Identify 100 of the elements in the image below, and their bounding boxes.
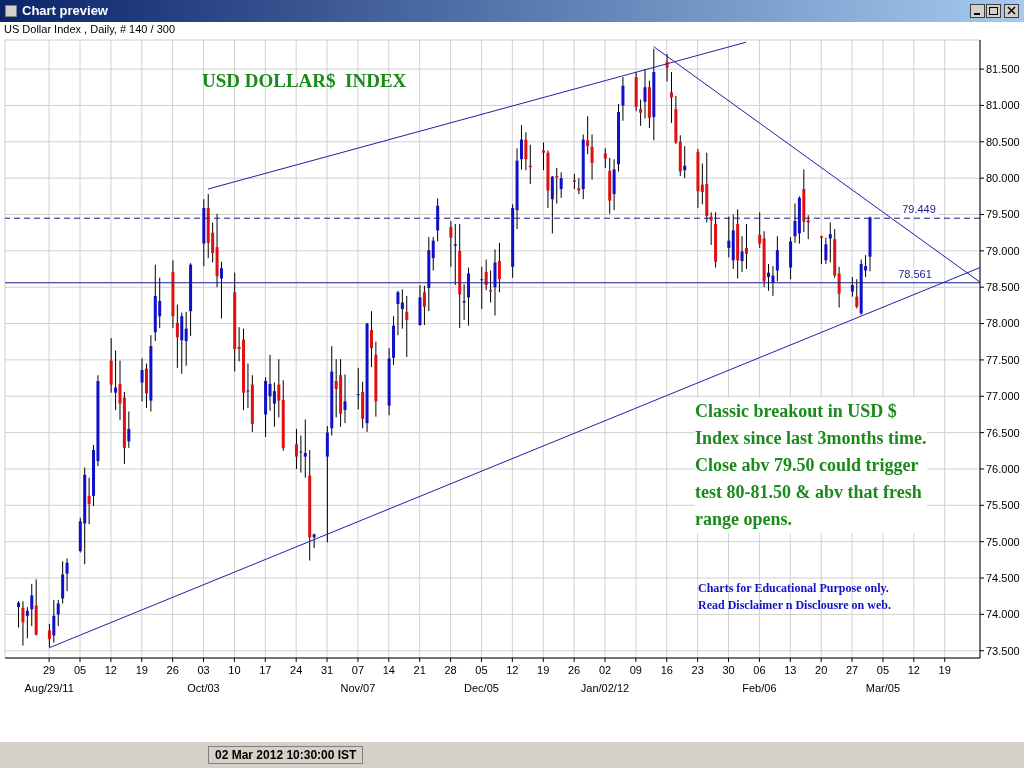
x-tick-label: 27 (845, 664, 859, 676)
x-tick-label: 07 Nov/07 (340, 664, 376, 694)
y-tick-label: 78.500 (986, 281, 1020, 294)
y-tick-label: 79.000 (986, 244, 1020, 257)
candlestick (824, 237, 828, 265)
x-tick-label: 05 (73, 664, 87, 676)
candlestick (140, 357, 144, 402)
x-tick-label: 05 Mar/05 (865, 664, 901, 694)
x-tick-label: 06 Feb/06 (742, 664, 777, 694)
candlestick (87, 477, 91, 525)
y-tick-label: 80.500 (986, 135, 1020, 148)
candlestick (184, 311, 188, 367)
x-tick-label: 12 (907, 664, 920, 676)
candlestick (312, 533, 316, 549)
candlestick (467, 267, 471, 327)
annotation: Charts for Educational Purpose only. Read Disclaimer n Disclousre on web. (698, 580, 891, 614)
candlestick (775, 235, 779, 282)
x-tick-label: 31 (320, 664, 334, 676)
candlestick (480, 266, 484, 310)
y-tick-label: 74.000 (986, 608, 1020, 621)
candlestick (621, 76, 625, 122)
candlestick (603, 147, 607, 169)
candlestick (828, 221, 832, 263)
candlestick (109, 337, 113, 394)
candlestick (669, 71, 673, 124)
y-tick-label: 78.000 (986, 317, 1020, 330)
y-tick-label: 75.500 (986, 499, 1020, 512)
chart-subtitle: US Dollar Index , Daily, # 140 / 300 (4, 23, 175, 35)
candlestick (643, 68, 647, 120)
candlestick (294, 428, 298, 470)
x-tick-label: 02 Jan/02/12 (580, 664, 630, 694)
x-tick-label: 19 (537, 664, 550, 676)
candlestick (767, 263, 771, 292)
text: Chart preview (22, 3, 108, 18)
candlestick (61, 560, 65, 604)
y-tick-label: 79.500 (986, 208, 1020, 221)
ref-line-label: 79.449 (902, 203, 936, 216)
candlestick (299, 435, 303, 474)
y-tick-label: 74.500 (986, 571, 1020, 584)
candlestick (855, 278, 859, 309)
candlestick (396, 290, 400, 336)
candlestick (175, 304, 179, 369)
candlestick (850, 276, 854, 298)
candlestick (497, 242, 501, 293)
candlestick (484, 259, 488, 291)
candlestick (268, 354, 272, 412)
candlestick (114, 349, 118, 411)
candlestick (449, 220, 453, 268)
y-tick-label: 76.000 (986, 462, 1020, 475)
y-tick-label: 80.000 (986, 172, 1020, 185)
y-tick-label: 77.000 (986, 390, 1020, 403)
candlestick (405, 295, 409, 358)
candlestick (65, 557, 69, 592)
candlestick (356, 367, 360, 410)
candlestick (246, 363, 250, 409)
candlestick (727, 216, 731, 258)
x-tick-label: 28 (444, 664, 457, 676)
candlestick (127, 411, 131, 449)
x-tick-label: 30 (722, 664, 735, 676)
candlestick (30, 583, 34, 627)
x-tick-label: 29 Aug/29/11 (24, 664, 74, 694)
x-tick-label: 05 Dec/05 (464, 664, 499, 694)
candlestick (47, 623, 51, 648)
candlestick (519, 124, 523, 170)
candlestick (52, 599, 56, 644)
candlestick (17, 600, 21, 628)
text: USD DOLLAR$ INDEX (202, 70, 407, 92)
candlestick (325, 425, 329, 543)
text: 02 Mar 2012 10:30:00 IST (208, 746, 364, 764)
x-tick-label: 14 (382, 664, 395, 676)
candlestick (343, 373, 347, 424)
candlestick (56, 599, 60, 627)
candlestick (431, 236, 435, 271)
candlestick (740, 235, 744, 273)
x-tick-label: 09 (629, 664, 643, 676)
candlestick (683, 145, 687, 179)
candlestick (550, 175, 554, 234)
candlestick (819, 235, 823, 265)
candlestick (758, 211, 762, 249)
x-tick-label: 21 (413, 664, 426, 676)
y-tick-label: 73.500 (986, 644, 1020, 657)
x-tick-label: 13 (784, 664, 797, 676)
candlestick (219, 261, 223, 319)
x-tick-label: 17 (259, 664, 272, 676)
x-tick-label: 23 (691, 664, 704, 676)
candlestick (422, 285, 426, 326)
annotation: Classic breakout in USD $ Index since last 3months time. Close abv 79.50 could trigger test 80-81.50 & abv that fresh range opens. (695, 398, 927, 533)
candlestick (489, 269, 493, 303)
candlestick (586, 115, 590, 155)
candlestick (837, 266, 841, 309)
x-tick-label: 12 (104, 664, 118, 676)
candlestick (369, 310, 373, 368)
candlestick (158, 277, 162, 329)
candlestick (180, 312, 184, 375)
candlestick (524, 131, 528, 171)
ref-line-label: 78.561 (898, 267, 932, 280)
candlestick (334, 358, 338, 418)
candlestick (277, 358, 281, 418)
y-tick-label: 77.500 (986, 353, 1020, 366)
x-tick-label: 19 (135, 664, 148, 676)
